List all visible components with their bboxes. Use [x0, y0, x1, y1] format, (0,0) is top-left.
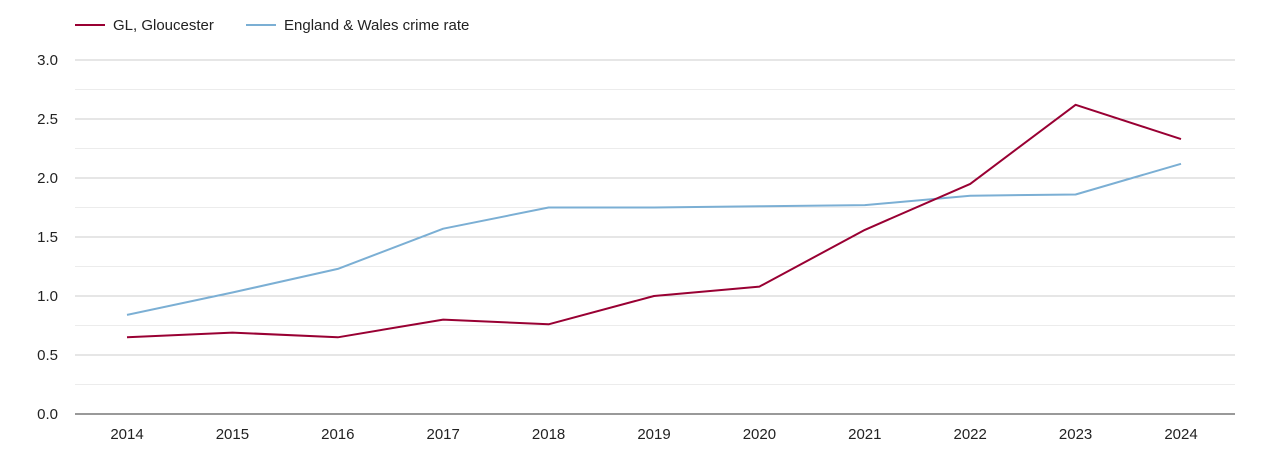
series-layer [126, 103, 1182, 339]
x-tick-label: 2016 [321, 426, 354, 443]
x-axis-tick-labels: 2014 2015 2016 2017 2018 2019 2020 2021 2022 2023… [110, 426, 1197, 443]
y-tick-label: 0.0 [37, 406, 58, 423]
legend-label-gloucester: GL, Gloucester [113, 17, 214, 34]
legend-item-england-wales[interactable]: England & Wales crime rate [246, 17, 469, 34]
x-tick-label: 2022 [954, 426, 987, 443]
series-line-england-wales [126, 162, 1182, 316]
legend: GL, Gloucester England & Wales crime rat… [75, 17, 469, 34]
x-tick-label: 2020 [743, 426, 776, 443]
legend-item-gloucester[interactable]: GL, Gloucester [75, 17, 214, 34]
y-tick-label: 2.0 [37, 170, 58, 187]
x-tick-label: 2017 [427, 426, 460, 443]
x-tick-label: 2019 [637, 426, 670, 443]
x-tick-label: 2014 [110, 426, 143, 443]
grid-lines [75, 59, 1235, 385]
y-tick-label: 1.0 [37, 288, 58, 305]
legend-label-england-wales: England & Wales crime rate [284, 17, 469, 34]
y-tick-label: 1.5 [37, 229, 58, 246]
y-tick-label: 3.0 [37, 52, 58, 69]
x-tick-label: 2021 [848, 426, 881, 443]
y-tick-label: 2.5 [37, 111, 58, 128]
x-tick-label: 2023 [1059, 426, 1092, 443]
y-tick-label: 0.5 [37, 347, 58, 364]
series-line-gloucester [126, 103, 1182, 339]
x-tick-label: 2018 [532, 426, 565, 443]
x-tick-label: 2015 [216, 426, 249, 443]
y-axis-tick-labels: 0.0 0.5 1.0 1.5 2.0 2.5 3.0 [37, 52, 58, 423]
x-tick-label: 2024 [1164, 426, 1197, 443]
